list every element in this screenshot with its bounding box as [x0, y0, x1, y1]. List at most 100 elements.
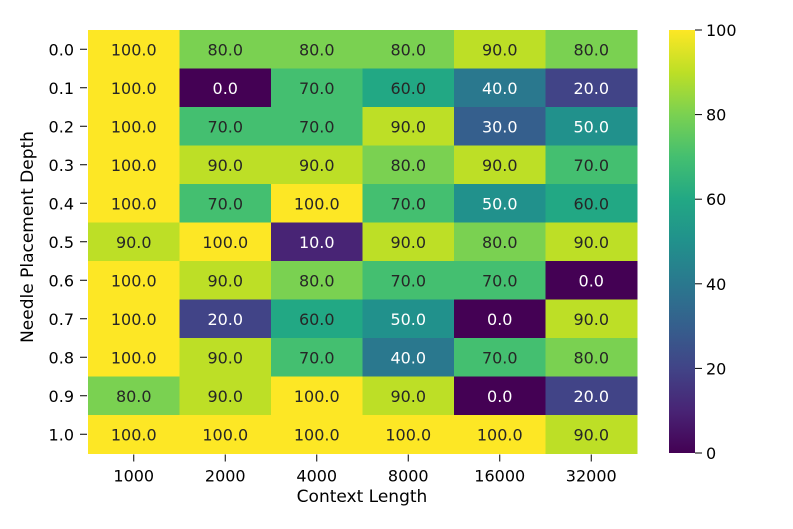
heatmap-cell [179, 376, 272, 416]
cell-value-label: 70.0 [390, 194, 426, 213]
cell-value-label: 70.0 [482, 271, 518, 290]
y-tick-label: 0.2 [49, 117, 74, 136]
heatmap-cell [88, 415, 180, 454]
cell-value-label: 100.0 [111, 271, 157, 290]
heatmap-cell [179, 184, 272, 223]
cell-value-label: 100.0 [385, 425, 431, 444]
cell-value-label: 0.0 [579, 271, 604, 290]
cell-value-label: 90.0 [207, 271, 243, 290]
cell-value-label: 70.0 [299, 79, 335, 98]
heatmap-cell [271, 415, 363, 454]
cell-value-label: 60.0 [573, 194, 609, 213]
heatmap-cell [362, 145, 455, 185]
heatmap-cell [454, 222, 546, 262]
colorbar-tick-label: 40 [706, 275, 726, 294]
cell-value-label: 100.0 [294, 387, 340, 406]
heatmap-cell [179, 30, 272, 69]
cell-value-label: 100.0 [111, 194, 157, 213]
cell-value-label: 0.0 [213, 79, 238, 98]
heatmap-cell [88, 68, 180, 108]
heatmap-cell [271, 299, 363, 339]
heatmap-cell [454, 338, 546, 377]
heatmap-cell [271, 145, 363, 185]
cell-value-label: 80.0 [299, 271, 335, 290]
heatmap-cell [271, 338, 363, 377]
heatmap-cell [454, 415, 546, 454]
y-tick-label: 0.1 [49, 79, 74, 98]
heatmap-cell [545, 68, 638, 108]
heatmap-cell [88, 261, 180, 300]
cell-value-label: 90.0 [482, 40, 518, 59]
cell-value-label: 60.0 [299, 310, 335, 329]
heatmap-cell [454, 30, 546, 69]
heatmap-cell [271, 261, 363, 300]
cell-value-label: 70.0 [573, 156, 609, 175]
cell-value-label: 20.0 [207, 310, 243, 329]
heatmap-cell [545, 261, 638, 300]
heatmap-cell [362, 261, 455, 300]
colorbar-tick-label: 80 [706, 106, 726, 125]
heatmap-cell [454, 184, 546, 223]
cell-value-label: 0.0 [487, 310, 512, 329]
cell-value-label: 90.0 [116, 233, 152, 252]
cell-value-label: 10.0 [299, 233, 335, 252]
heatmap-cell [271, 222, 363, 262]
heatmap-cell [362, 184, 455, 223]
heatmap-cell [179, 299, 272, 339]
colorbar-ticks: 0 20 40 60 80 100 [695, 21, 737, 463]
heatmap-cell [545, 415, 638, 454]
cell-value-label: 90.0 [207, 156, 243, 175]
cell-value-label: 90.0 [573, 233, 609, 252]
heatmap-cell [88, 376, 180, 416]
heatmap-cell [454, 299, 546, 339]
heatmap-cell [179, 338, 272, 377]
y-axis-title: Needle Placement Depth [18, 131, 38, 343]
cell-value-label: 100.0 [111, 425, 157, 444]
heatmap-cell [362, 107, 455, 146]
x-tick-labels: 1000 2000 4000 8000 16000 32000 [113, 454, 617, 486]
cell-value-label: 80.0 [573, 40, 609, 59]
cell-value-label: 100.0 [202, 233, 248, 252]
y-tick-label: 1.0 [49, 425, 74, 444]
cell-value-label: 90.0 [390, 233, 426, 252]
heatmap-cell [362, 415, 455, 454]
y-tick-label: 0.9 [49, 387, 74, 406]
heatmap-cell [88, 222, 180, 262]
colorbar-tick-label: 0 [706, 444, 716, 463]
heatmap-cell [271, 376, 363, 416]
heatmap-cell [545, 338, 638, 377]
heatmap-cell [454, 145, 546, 185]
y-tick-label: 0.5 [49, 233, 74, 252]
y-tick-label: 0.3 [49, 156, 74, 175]
cell-value-label: 80.0 [207, 40, 243, 59]
heatmap-cell [179, 222, 272, 262]
x-axis-title: Context Length [297, 487, 428, 507]
cell-value-label: 70.0 [299, 117, 335, 136]
colorbar [669, 30, 695, 453]
heatmap-cells: 100.0 80.0 80.0 80.0 90.0 80.0 100.0 0.0 70.0 60.… [88, 30, 638, 454]
heatmap-cell [179, 107, 272, 146]
x-tick-label: 32000 [566, 467, 617, 486]
cell-value-label: 100.0 [111, 117, 157, 136]
cell-value-label: 70.0 [482, 348, 518, 367]
cell-value-label: 80.0 [390, 40, 426, 59]
heatmap-cell [271, 30, 363, 69]
heatmap-cell [88, 145, 180, 185]
cell-value-label: 50.0 [390, 310, 426, 329]
heatmap-cell [362, 376, 455, 416]
cell-value-label: 0.0 [487, 387, 512, 406]
cell-value-label: 50.0 [573, 117, 609, 136]
cell-value-label: 80.0 [390, 156, 426, 175]
y-tick-label: 0.7 [49, 310, 74, 329]
heatmap-cell [545, 299, 638, 339]
cell-value-label: 80.0 [482, 233, 518, 252]
heatmap-cell [362, 222, 455, 262]
colorbar-tick-label: 100 [706, 21, 737, 40]
heatmap-cell [362, 68, 455, 108]
colorbar-tick-label: 60 [706, 190, 726, 209]
heatmap-cell [545, 30, 638, 69]
cell-value-label: 90.0 [207, 387, 243, 406]
cell-value-label: 30.0 [482, 117, 518, 136]
heatmap-cell [545, 145, 638, 185]
x-tick-label: 1000 [113, 467, 154, 486]
